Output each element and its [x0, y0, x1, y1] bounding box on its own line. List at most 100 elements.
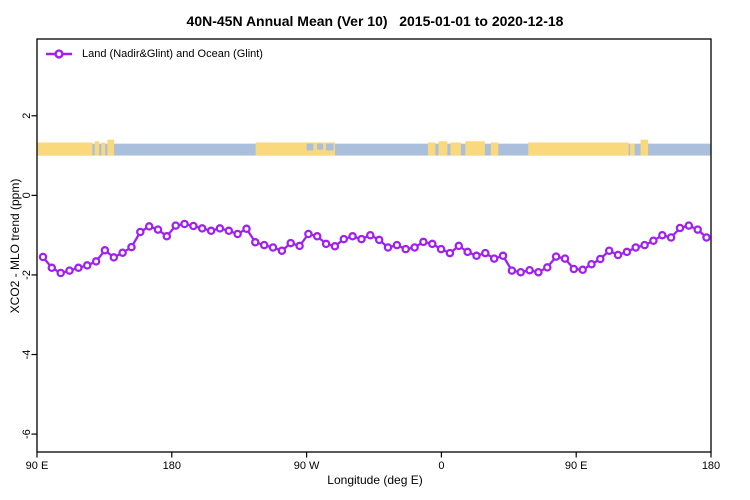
- data-point-marker: [392, 240, 402, 250]
- data-point-marker: [587, 259, 596, 269]
- data-point-marker: [383, 243, 393, 252]
- data-point-marker: [684, 221, 694, 230]
- plot-frame: [36, 38, 712, 453]
- x-tick-label: 90 W: [294, 460, 320, 472]
- data-point-marker: [330, 242, 340, 251]
- data-point-marker: [525, 265, 534, 275]
- x-tick-label: 90 E: [26, 460, 49, 472]
- data-point-marker: [419, 237, 428, 247]
- x-tick-label: 180: [163, 460, 181, 472]
- data-point-marker: [144, 222, 154, 231]
- data-point-marker: [560, 254, 570, 263]
- data-point-marker: [516, 267, 525, 277]
- legend-label: Land (Nadir&Glint) and Ocean (Glint): [82, 48, 263, 60]
- data-point-marker: [702, 233, 711, 242]
- data-point-marker: [127, 242, 136, 252]
- data-point-marker: [445, 248, 455, 258]
- map-strip-land-segment: [101, 142, 106, 156]
- data-point-marker: [304, 229, 313, 239]
- data-point-marker: [215, 224, 225, 233]
- data-point-marker: [366, 230, 375, 240]
- data-point-marker: [348, 232, 357, 241]
- legend-line-marker-icon: [46, 49, 72, 59]
- data-point-marker: [136, 227, 145, 237]
- data-point-marker: [56, 268, 65, 278]
- map-strip-lake-segment: [326, 143, 334, 151]
- data-point-marker: [410, 243, 419, 252]
- data-point-marker: [551, 252, 561, 261]
- data-point-marker: [596, 254, 605, 264]
- data-point-marker: [180, 219, 189, 229]
- data-point-marker: [631, 243, 640, 252]
- x-axis-title: Longitude (deg E): [327, 473, 423, 487]
- map-strip-land-segment: [630, 143, 635, 156]
- data-point-marker: [436, 244, 446, 254]
- data-point-marker: [224, 226, 234, 236]
- map-strip-ocean: [37, 143, 711, 156]
- map-strip-land-segment: [465, 141, 485, 156]
- data-point-marker: [251, 238, 260, 247]
- map-strip-land-segment: [94, 141, 100, 156]
- data-point-marker: [569, 264, 579, 274]
- data-point-marker: [295, 241, 304, 251]
- data-point-marker: [481, 248, 490, 258]
- y-axis-title: XCO2 - MLO trend (ppm): [8, 178, 22, 314]
- data-point-marker: [259, 240, 269, 250]
- map-strip-land-segment: [438, 141, 448, 156]
- y-tick-label: -6: [21, 429, 33, 439]
- data-point-marker: [357, 234, 366, 244]
- map-strip-lake-segment: [306, 143, 314, 151]
- data-point-marker: [543, 263, 552, 272]
- data-point-marker: [286, 238, 295, 248]
- map-strip-land-segment: [255, 142, 336, 156]
- data-point-marker: [463, 247, 472, 257]
- data-point-marker: [666, 233, 676, 242]
- data-point-marker: [100, 246, 110, 255]
- data-point-marker: [622, 247, 632, 257]
- x-tick-label: 0: [438, 460, 444, 472]
- data-point-marker: [604, 246, 614, 255]
- chart-title: 40N-45N Annual Mean (Ver 10) 2015-01-01 …: [186, 13, 564, 29]
- y-tick-label: -2: [21, 270, 33, 280]
- x-tick-label: 90 E: [565, 460, 588, 472]
- data-point-marker: [613, 250, 623, 260]
- data-point-marker: [640, 240, 649, 250]
- data-point-marker: [47, 263, 57, 273]
- map-strip-land-segment: [528, 142, 629, 156]
- data-point-marker: [38, 252, 48, 262]
- data-point-marker: [162, 232, 172, 241]
- y-tick-label: 0: [21, 192, 33, 198]
- data-point-marker: [206, 226, 216, 236]
- data-point-marker: [454, 241, 464, 251]
- data-point-marker: [189, 221, 198, 231]
- data-point-marker: [242, 224, 251, 234]
- data-point-marker: [339, 234, 349, 244]
- map-strip-lake-segment: [317, 143, 324, 150]
- data-point-marker: [74, 263, 83, 273]
- data-point-marker: [268, 243, 278, 252]
- data-point-marker: [428, 239, 437, 249]
- y-tick-label: -4: [21, 350, 33, 360]
- data-point-marker: [118, 248, 127, 257]
- data-point-marker: [534, 267, 543, 277]
- data-point-marker: [321, 239, 331, 249]
- legend: Land (Nadir&Glint) and Ocean (Glint): [45, 48, 263, 60]
- data-point-marker: [312, 232, 322, 241]
- data-point-marker: [401, 244, 410, 254]
- map-strip-land-segment: [427, 142, 436, 156]
- data-point-marker: [153, 225, 163, 234]
- y-tick-label: 2: [21, 113, 33, 119]
- data-point-marker: [171, 221, 180, 230]
- x-tick-label: 180: [702, 460, 720, 472]
- data-point-marker: [374, 235, 384, 245]
- data-point-marker: [233, 229, 242, 239]
- data-point-marker: [507, 266, 517, 275]
- data-point-marker: [65, 266, 74, 275]
- data-point-marker: [277, 246, 287, 255]
- data-point-marker: [489, 254, 499, 263]
- data-point-marker: [693, 225, 702, 234]
- data-point-marker: [472, 251, 481, 261]
- data-series-line: [41, 222, 708, 275]
- data-point-marker: [197, 224, 207, 233]
